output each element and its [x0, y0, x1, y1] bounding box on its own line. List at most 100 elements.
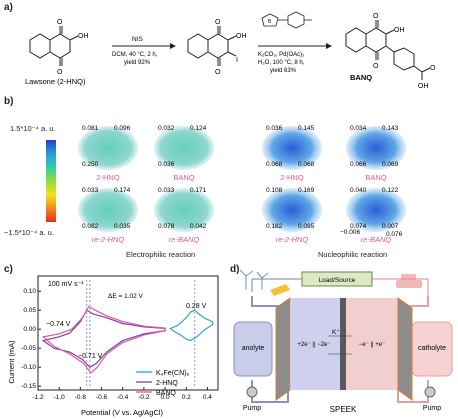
molecule-name: 2-HNQ	[96, 173, 120, 182]
boron-atom: B	[268, 19, 272, 25]
esp-value: 0.033	[82, 187, 99, 194]
esp-value: −0.006	[340, 229, 360, 236]
x-tick-label: 0.4	[203, 394, 212, 401]
esp-value: 0.145	[298, 125, 315, 132]
molecule-name: 2-HNQ	[280, 173, 304, 182]
esp-value: 0.040	[350, 187, 367, 194]
esp-value: 0.124	[190, 125, 207, 132]
y-axis-label: Current (mA)	[7, 340, 16, 384]
load-source-label: Load/Source	[319, 277, 356, 284]
peak-annotation-2: −0.71 V	[78, 353, 103, 360]
esp-value: 0.066	[350, 161, 367, 168]
esp-value: 0.143	[382, 125, 399, 132]
intermediate-o-bottom: O	[215, 69, 221, 76]
potassium-ion: K⁺	[332, 329, 340, 336]
esp-value: 0.036	[158, 161, 175, 168]
x-axis-label: Potential (V vs. Ag/AgCl)	[81, 408, 164, 417]
peak-annotation-1: −0.74 V	[46, 321, 71, 328]
esp-value: 0.035	[114, 223, 131, 230]
arrow1-cond1: DCM, 40 °C, 2 h,	[112, 52, 158, 58]
pump-right-label: Pump	[423, 405, 441, 412]
electron-right: −e⁻ || +e⁻	[359, 342, 385, 348]
cv-legend: K₄Fe(CN)₆ 2-HNQ BANQ	[136, 370, 189, 397]
esp-value: 0.096	[114, 125, 131, 132]
intermediate-iodine: I	[236, 57, 238, 64]
esp-value: 0.068	[298, 161, 315, 168]
esp-value: 0.069	[382, 161, 399, 168]
pump-right-icon	[424, 386, 436, 398]
molecule-name: re-2-HNQ	[276, 235, 309, 244]
esp-value: 0.068	[266, 161, 283, 168]
esp-value: 0.007	[382, 223, 399, 230]
pump-left-label: Pump	[243, 405, 261, 412]
scan-rate: 100 mV s⁻¹	[48, 281, 84, 288]
banq-o-bottom: O	[373, 63, 379, 70]
esp-value: 0.182	[266, 223, 283, 230]
speek-label: SPEEK	[330, 405, 357, 414]
lawsone-name: Lawsone (2-HNQ)	[25, 77, 86, 86]
cv-series-line	[41, 309, 166, 368]
panel-b-label: b)	[4, 96, 14, 107]
y-tick-label: -0.05	[21, 345, 36, 352]
lawsone-structure	[29, 26, 79, 66]
esp-map	[262, 126, 322, 170]
x-tick-label: 0.2	[182, 394, 191, 401]
molecule-name: BANQ	[365, 173, 386, 182]
esp-maps: 0.081 0.096 0.250 2-HNQ 0.032 0.124 0.036 BANQ 0…	[78, 125, 406, 244]
y-tick-label: 0.00	[23, 326, 36, 333]
flow-battery-schematic: Load/Source anolyte catholyte Pump Pump …	[233, 269, 453, 414]
scale-max-label: 1.5*10⁻⁴ a. u.	[10, 124, 56, 133]
panel-a-label: a)	[4, 2, 13, 13]
intermediate-o-top: O	[215, 19, 221, 26]
esp-value: 0.082	[82, 223, 99, 230]
banq-structure	[345, 20, 431, 80]
banq-cooh-oh: OH	[418, 83, 429, 90]
esp-map	[78, 188, 138, 232]
esp-value: 0.034	[350, 125, 367, 132]
catholyte-label: catholyte	[418, 345, 446, 352]
esp-value: 0.122	[382, 187, 399, 194]
esp-value: 0.074	[350, 223, 367, 230]
molecule-name: BANQ	[173, 173, 194, 182]
lawsone-oh: OH	[78, 33, 89, 40]
molecule-name: re-BANQ	[169, 235, 200, 244]
esp-map	[154, 126, 214, 170]
arrow1-reagent: NIS	[132, 36, 144, 43]
esp-value: 0.033	[158, 187, 175, 194]
arrow2-reagent1: K₂CO₃, Pd(OAc)₂	[258, 52, 305, 58]
legend-item-2: 2-HNQ	[156, 380, 178, 387]
molecule-name: re-BANQ	[361, 235, 392, 244]
esp-value: 0.250	[82, 161, 99, 168]
esp-value: 0.036	[266, 125, 283, 132]
intermediate-oh: OH	[236, 33, 247, 40]
boronic-ester-structure	[261, 11, 312, 29]
cv-chart: -1.2 -1.0 -0.8 -0.6 -0.4 -0.2 0.0 0.2 0.4 -0.15 -0…	[7, 275, 219, 417]
y-tick-label: -0.10	[21, 364, 36, 371]
legend-item-1: K₄Fe(CN)₆	[156, 370, 189, 377]
esp-value: 0.081	[82, 125, 99, 132]
wind-turbine-icon	[239, 269, 269, 290]
x-tick-label: -0.8	[75, 394, 87, 401]
reaction-scheme: O O OH Lawsone (2-HNQ) NIS DCM, 40 °C, 2…	[25, 11, 436, 90]
x-tick-label: -0.6	[96, 394, 108, 401]
iodo-intermediate-structure	[187, 26, 237, 66]
panel-d-label: d)	[230, 264, 240, 275]
lawsone-o-top: O	[57, 19, 63, 26]
esp-value: 0.095	[298, 223, 315, 230]
nucleophilic-caption: Nucleophilic reaction	[318, 250, 388, 259]
cv-series-line	[41, 305, 166, 374]
esp-map	[346, 126, 406, 170]
cathode-compartment	[346, 298, 398, 390]
x-tick-label: -1.0	[54, 394, 66, 401]
pump-left-icon	[246, 386, 258, 398]
esp-map	[78, 126, 138, 170]
delta-e-annotation: ΔE = 1.02 V	[108, 293, 144, 300]
speek-membrane	[340, 298, 346, 390]
cv-series-line	[169, 309, 214, 342]
esp-map	[262, 188, 322, 232]
anolyte-label: anolyte	[242, 345, 265, 352]
esp-map	[154, 188, 214, 232]
cathode-electrode	[397, 297, 413, 401]
esp-value: 0.108	[266, 187, 283, 194]
esp-value: 0.171	[190, 187, 207, 194]
